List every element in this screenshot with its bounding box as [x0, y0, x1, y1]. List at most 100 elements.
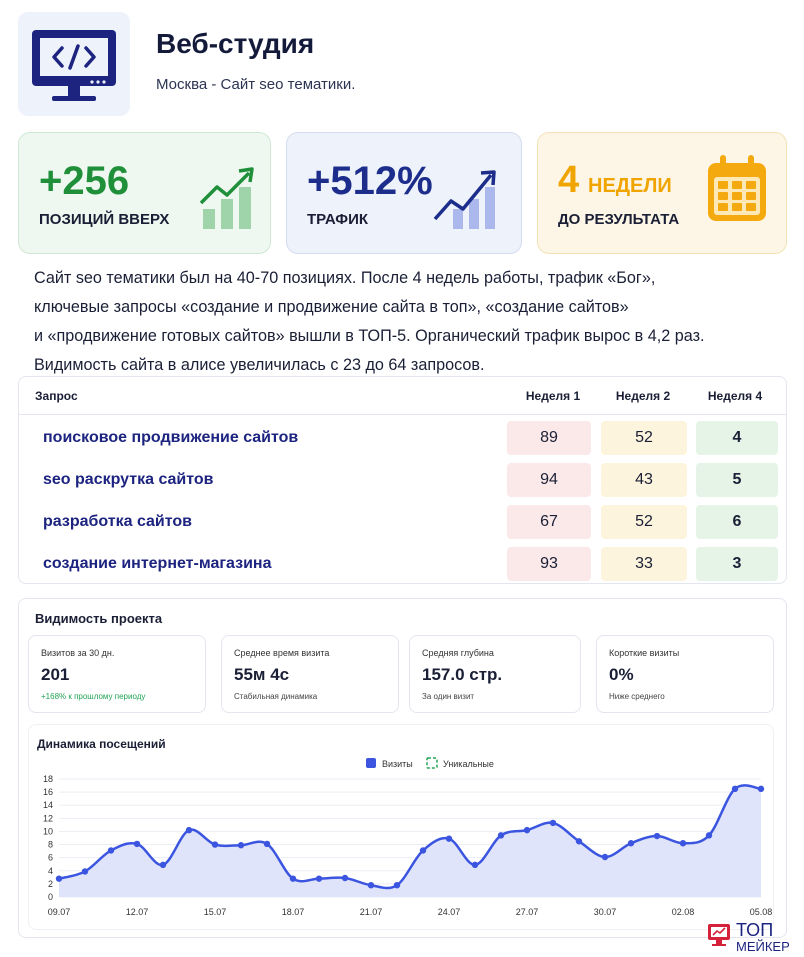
growth-chart-icon	[199, 167, 254, 229]
metric-card-short-visits: Короткие визиты 0% Ниже среднего	[596, 635, 774, 713]
x-tick-label: 18.07	[282, 907, 305, 917]
week1-cell: 89	[507, 421, 591, 455]
page-title: Веб-студия	[156, 28, 315, 59]
data-point	[731, 785, 739, 793]
y-tick-label: 2	[48, 879, 53, 889]
topmaker-logo-icon: ТОП МЕЙКЕР	[708, 920, 790, 954]
data-point	[185, 826, 193, 834]
data-point	[627, 840, 635, 847]
week1-cell: 93	[507, 547, 591, 581]
data-point	[679, 840, 687, 847]
topmaker-watermark: ТОП МЕЙКЕР	[706, 916, 804, 956]
x-tick-label: 02.08	[672, 907, 695, 917]
week2-cell: 43	[601, 463, 687, 497]
watermark-line2: МЕЙКЕР	[736, 939, 790, 954]
metric-note: +168% к прошлому периоду	[41, 692, 146, 701]
data-point	[705, 832, 713, 839]
data-point	[393, 882, 401, 889]
data-point	[81, 868, 89, 875]
logo-box	[18, 12, 130, 116]
description-line: ключевые запросы «создание и продвижение…	[34, 298, 629, 316]
y-tick-label: 6	[48, 853, 53, 863]
y-tick-label: 10	[43, 826, 53, 836]
description-line: Сайт seo тематики был на 40-70 позициях.…	[34, 269, 656, 287]
week4-cell: 3	[696, 547, 778, 581]
stat-unit: НЕДЕЛИ	[588, 175, 672, 197]
x-tick-label: 12.07	[126, 907, 149, 917]
calendar-icon	[708, 155, 766, 221]
data-point	[575, 838, 583, 845]
metric-label: Среднее время визита	[234, 648, 330, 658]
legend-label-visits: Визиты	[382, 759, 413, 769]
visits-chart: Динамика посещений 0 2 4 6 8 10 12 14 16 18 09.07 1…	[28, 724, 774, 930]
header-divider	[19, 414, 786, 415]
metric-value: 0%	[609, 665, 634, 684]
series-line	[58, 784, 762, 890]
stat-caption: ПОЗИЦИЙ ВВЕРХ	[39, 211, 170, 228]
metric-note: Ниже среднего	[609, 692, 665, 701]
week4-cell: 4	[696, 421, 778, 455]
traffic-growth-icon	[433, 170, 496, 229]
table-row: разработка сайтов 67 52 6	[19, 501, 786, 543]
watermark-line1: ТОП	[736, 920, 773, 940]
y-tick-label: 4	[48, 866, 53, 876]
column-header-week4: Неделя 4	[707, 389, 763, 403]
y-tick-label: 14	[43, 800, 53, 810]
stat-value: 4	[558, 159, 580, 201]
table-row: seo раскрутка сайтов 94 43 5	[19, 459, 786, 501]
metric-value: 55м 4с	[234, 665, 290, 684]
stat-value: +512%	[307, 159, 433, 203]
data-point	[289, 875, 297, 882]
week4-cell: 5	[696, 463, 778, 497]
x-tick-label: 30.07	[594, 907, 617, 917]
visits-chart-svg: 0 2 4 6 8 10 12 14 16 18 09.07 12.07 15.07 18.07 21.07…	[43, 757, 773, 917]
y-tick-label: 12	[43, 813, 53, 823]
query-cell: поисковое продвижение сайтов	[43, 429, 299, 446]
chart-title: Динамика посещений	[37, 737, 166, 751]
x-tick-label: 09.07	[48, 907, 71, 917]
visibility-card: Видимость проекта Визитов за 30 дн. 201 …	[18, 598, 787, 938]
data-point	[549, 819, 557, 827]
page-subtitle: Москва - Сайт seo тематики.	[156, 76, 356, 93]
x-tick-label: 21.07	[360, 907, 383, 917]
data-point	[133, 840, 141, 848]
column-header-week1: Неделя 1	[525, 389, 581, 403]
column-header-query: Запрос	[35, 389, 78, 403]
y-tick-label: 18	[43, 774, 53, 784]
case-description: Сайт seo тематики был на 40-70 позициях.…	[34, 264, 774, 380]
y-tick-label: 0	[48, 892, 53, 902]
x-tick-label: 05.08	[750, 907, 773, 917]
data-point	[653, 832, 661, 840]
week4-cell: 6	[696, 505, 778, 539]
description-line: Видимость сайта в алисе увеличилась с 23…	[34, 356, 485, 374]
data-point	[55, 875, 63, 882]
table-row: поисковое продвижение сайтов 89 52 4	[19, 417, 786, 459]
legend-swatch-unique	[426, 757, 438, 769]
x-tick-label: 27.07	[516, 907, 539, 917]
data-point	[211, 841, 219, 848]
data-point	[419, 847, 427, 854]
legend-label-unique: Уникальные	[443, 759, 494, 769]
description-line: и «продвижение готовых сайтов» вышли в Т…	[34, 327, 705, 345]
data-point	[497, 832, 505, 839]
metric-card-avg-time: Среднее время визита 55м 4с Стабильная д…	[221, 635, 399, 713]
data-point	[159, 861, 167, 869]
metric-note: За один визит	[422, 692, 475, 701]
query-cell: seo раскрутка сайтов	[43, 471, 214, 488]
x-tick-label: 15.07	[204, 907, 227, 917]
data-point	[601, 853, 609, 861]
week2-cell: 52	[601, 421, 687, 455]
stat-caption: ДО РЕЗУЛЬТАТА	[558, 211, 680, 228]
metric-card-depth: Средняя глубина 157.0 стр. За один визит	[409, 635, 581, 713]
metric-label: Короткие визиты	[609, 648, 680, 658]
code-monitor-icon	[32, 30, 116, 101]
week1-cell: 67	[507, 505, 591, 539]
metric-label: Визитов за 30 дн.	[41, 648, 115, 658]
week1-cell: 94	[507, 463, 591, 497]
metric-card-visits: Визитов за 30 дн. 201 +168% к прошлому п…	[28, 635, 206, 713]
series-area	[59, 785, 761, 897]
stat-card-weeks: 4 НЕДЕЛИ ДО РЕЗУЛЬТАТА	[537, 132, 787, 254]
data-point	[757, 785, 765, 793]
data-point	[315, 875, 323, 882]
data-point	[367, 882, 375, 889]
